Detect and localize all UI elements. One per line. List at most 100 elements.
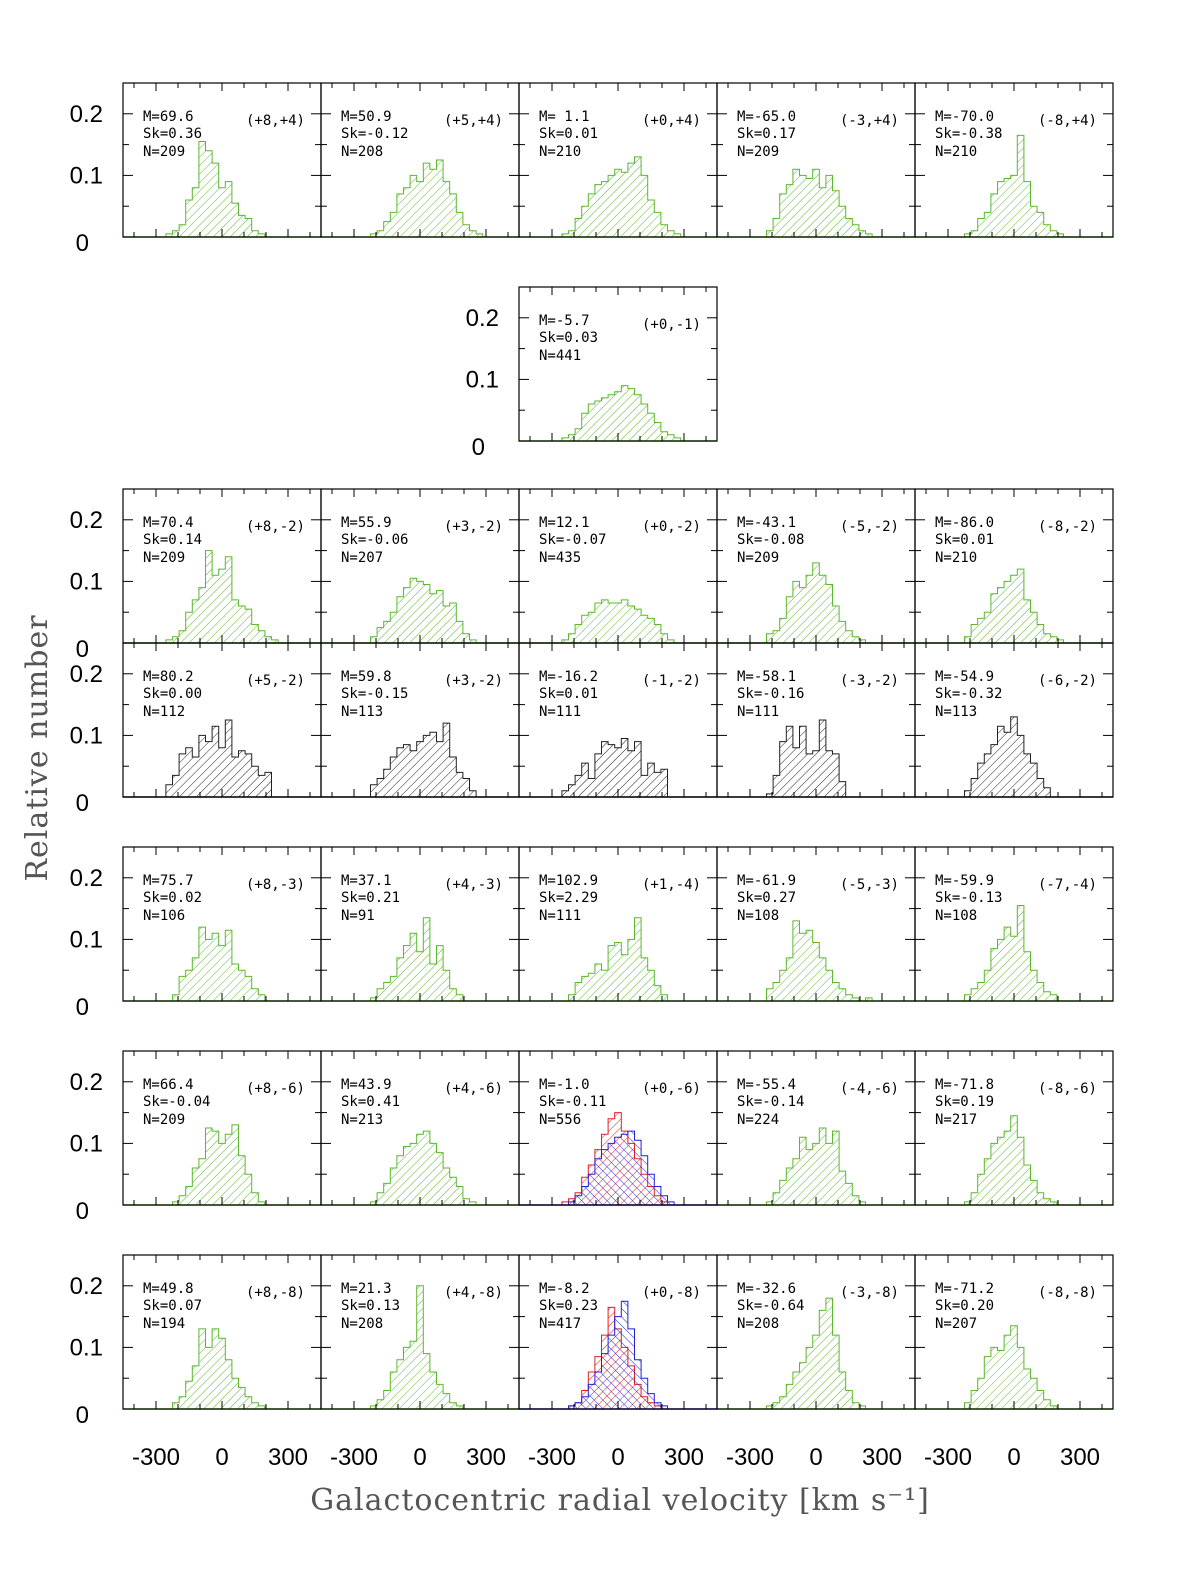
count-label: N=113 (341, 704, 383, 720)
field-label: (+0,-2) (642, 519, 701, 535)
y-tick-labels: 0.20.100.20.100.20.100.20.100.20.100.20.… (70, 101, 499, 1429)
histogram-bars (759, 719, 879, 798)
histogram-bars (957, 905, 1077, 1002)
panel-p_8_m3: M=75.7Sk=0.02 N=106 (+8,-3) (122, 846, 322, 1002)
y-tick-label: 0.1 (70, 926, 103, 953)
field-label: (-8,-2) (1038, 519, 1097, 535)
panel-p_4_m3: M=37.1Sk=0.21 N=91 (+4,-3) (320, 846, 520, 1002)
x-tick-label: 300 (664, 1444, 704, 1471)
skewness-label: Sk=-0.16 (737, 686, 804, 702)
histogram-bars (363, 1130, 483, 1206)
panel-p_3_m2b: M=59.8Sk=-0.15 N=113 (+3,-2) (320, 642, 520, 798)
field-label: (+1,-4) (642, 877, 701, 893)
mean-label: M=-61.9 (737, 873, 796, 889)
mean-label: M=-59.9 (935, 873, 994, 889)
field-label: (+0,-8) (642, 1285, 701, 1301)
mean-label: M=-86.0 (935, 515, 994, 531)
skewness-label: Sk=-0.06 (341, 532, 408, 548)
field-label: (-5,-3) (840, 877, 899, 893)
skewness-label: Sk=0.21 (341, 890, 400, 906)
panel-ticks (123, 1050, 321, 1205)
panel-frame (914, 846, 1114, 1002)
histogram-bars (561, 156, 682, 238)
field-label: (+8,-2) (246, 519, 305, 535)
count-label: N=207 (935, 1316, 977, 1332)
mean-label: M=-71.2 (935, 1281, 994, 1297)
histogram-bars (957, 568, 1077, 644)
y-tick-label: 0 (472, 434, 485, 461)
panel-p_m3_4: M=-65.0Sk=0.17 N=209 (-3,+4) (716, 82, 916, 238)
panel-p_m8_m2: M=-86.0Sk=0.01 N=210 (-8,-2) (914, 488, 1114, 644)
histogram-bars (363, 577, 483, 644)
field-label: (+3,-2) (444, 519, 503, 535)
skewness-label: Sk=0.41 (341, 1094, 400, 1110)
panel-ticks (321, 642, 519, 797)
skewness-label: Sk=-0.14 (737, 1094, 804, 1110)
panel-ticks (717, 1254, 915, 1409)
skewness-label: Sk=0.07 (143, 1298, 202, 1314)
count-label: N=209 (143, 1112, 185, 1128)
mean-label: M=21.3 (341, 1281, 392, 1297)
count-label: N=113 (935, 704, 977, 720)
y-tick-label: 0.1 (70, 1130, 103, 1157)
mean-label: M=50.9 (341, 109, 392, 125)
mean-label: M=-8.2 (539, 1281, 590, 1297)
mean-label: M=66.4 (143, 1077, 194, 1093)
skewness-label: Sk=-0.32 (935, 686, 1002, 702)
skewness-label: Sk=-0.04 (143, 1094, 210, 1110)
panel-p_5_4: M=50.9Sk=-0.12 N=208 (+5,+4) (320, 82, 520, 238)
y-tick-label: 0.1 (70, 722, 103, 749)
x-tick-label: 0 (1007, 1444, 1020, 1471)
mean-label: M=-16.2 (539, 669, 598, 685)
y-tick-label: 0 (76, 1402, 89, 1429)
mean-label: M=102.9 (539, 873, 598, 889)
count-label: N=209 (737, 144, 779, 160)
panel-p_4_m8: M=21.3Sk=0.13 N=208 (+4,-8) (320, 1254, 520, 1410)
panel-p_5_m2b: M=80.2Sk=0.00 N=112 (+5,-2) (122, 642, 322, 798)
skewness-label: Sk=-0.13 (935, 890, 1002, 906)
panel-frame (914, 642, 1114, 798)
histogram-bars (165, 550, 285, 644)
panel-p_m6_m2: M=-54.9Sk=-0.32 N=113 (-6,-2) (914, 642, 1114, 798)
skewness-label: Sk=-0.11 (539, 1094, 606, 1110)
skewness-label: Sk=-0.15 (341, 686, 408, 702)
histogram-bars (957, 716, 1077, 798)
skewness-label: Sk=0.19 (935, 1094, 994, 1110)
mean-label: M=-65.0 (737, 109, 796, 125)
histogram-bars (363, 917, 483, 1002)
panel-p_m5_m2: M=-43.1Sk=-0.08 N=209 (-5,-2) (716, 488, 916, 644)
count-label: N=209 (143, 550, 185, 566)
histogram-bars (957, 1115, 1077, 1206)
mean-label: M=-54.9 (935, 669, 994, 685)
histogram-bars (165, 1328, 285, 1410)
field-label: (-6,-2) (1038, 673, 1097, 689)
mean-label: M=-71.8 (935, 1077, 994, 1093)
histogram-bars (165, 141, 285, 238)
field-label: (-4,-6) (840, 1081, 899, 1097)
count-label: N=217 (935, 1112, 977, 1128)
histogram-bars (759, 1297, 879, 1410)
mean-label: M=55.9 (341, 515, 392, 531)
histogram-bars (957, 134, 1077, 238)
field-label: (+0,-1) (642, 317, 701, 333)
y-tick-label: 0.2 (70, 507, 103, 534)
field-label: (-3,-2) (840, 673, 899, 689)
mean-label: M=70.4 (143, 515, 194, 531)
x-tick-labels: -300 0 300 -300 0 300 -300 0 300 -300 0 300 -300 0 300 (132, 1444, 1100, 1471)
mean-label: M=-55.4 (737, 1077, 796, 1093)
panel-ticks (519, 1254, 717, 1409)
field-label: (+4,-6) (444, 1081, 503, 1097)
panel-ticks (717, 82, 915, 237)
x-tick-label: 300 (1060, 1444, 1100, 1471)
panel-p_0_m6: M=-1.0Sk=-0.11 N=556 (+0,-6) (518, 1050, 718, 1206)
skewness-label: Sk=0.17 (737, 126, 796, 142)
count-label: N=556 (539, 1112, 581, 1128)
panel-p_m7_m4: M=-59.9Sk=-0.13 N=108 (-7,-4) (914, 846, 1114, 1002)
count-label: N=210 (539, 144, 581, 160)
y-tick-label: 0.2 (70, 1069, 103, 1096)
skewness-label: Sk=0.20 (935, 1298, 994, 1314)
x-tick-label: 300 (268, 1444, 308, 1471)
histogram-bars (957, 1325, 1077, 1410)
histogram-bars (363, 722, 483, 798)
field-label: (-3,+4) (840, 113, 899, 129)
